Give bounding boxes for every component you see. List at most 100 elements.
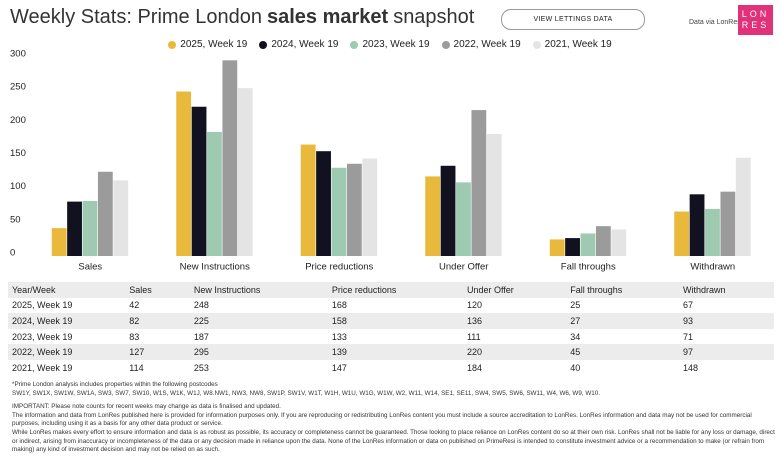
table-row: 2025, Week 19 42 248 168 120 25 67 — [8, 298, 774, 314]
title-tail: snapshot — [393, 6, 475, 28]
y-tick-label: 100 — [10, 181, 26, 192]
bar — [207, 131, 222, 256]
legend-label: 2025, Week 19 — [180, 39, 248, 50]
title: Weekly Stats: Prime London sales market sn… — [10, 6, 479, 29]
table-cell: 220 — [466, 347, 482, 358]
bar — [362, 158, 378, 256]
y-tick-label: 150 — [10, 148, 26, 159]
x-tick-label: Price reductions — [305, 262, 373, 273]
y-tick-label: 50 — [10, 214, 21, 225]
table-cell: 253 — [193, 362, 209, 373]
y-tick-label: 0 — [10, 248, 15, 259]
bar — [595, 226, 611, 256]
legend-label: 2024, Week 19 — [271, 39, 339, 50]
table-cell: 42 — [129, 300, 140, 311]
table-cell: 184 — [466, 362, 482, 373]
table-header: Price reductions — [331, 284, 397, 295]
x-tick-label: Withdrawn — [690, 262, 735, 273]
bar — [549, 239, 565, 256]
table-header: Fall throughs — [570, 284, 623, 295]
logo: LON RES — [738, 5, 773, 35]
y-tick-label: 250 — [10, 82, 26, 93]
bar — [237, 88, 253, 256]
lettings-button[interactable]: VIEW LETTINGS DATA — [501, 9, 645, 30]
table-cell: 111 — [466, 331, 481, 342]
bar — [705, 208, 720, 256]
table-cell: 67 — [682, 300, 693, 311]
bar — [222, 60, 238, 256]
note: *Prime London analysis includes properti… — [12, 381, 218, 388]
table-cell: 71 — [682, 331, 693, 342]
table-header: New Instructions — [193, 284, 261, 295]
y-tick-label: 300 — [10, 49, 26, 60]
bar — [471, 110, 487, 256]
note: IMPORTANT: Please note counts for recent… — [12, 403, 281, 411]
data-table: Year/Week Sales New Instructions Price redu… — [8, 282, 774, 376]
bar — [565, 238, 580, 256]
legend-item: 2022, Week 19 — [441, 39, 521, 50]
legend-swatch — [532, 40, 541, 49]
table-cell: 45 — [570, 347, 581, 358]
legend-item: 2024, Week 19 — [259, 39, 338, 50]
legend-item: 2021, Week 19 — [532, 39, 612, 50]
table-cell: 168 — [331, 300, 347, 311]
table-cell: 147 — [331, 362, 347, 373]
legend: 2025, Week 19 2024, Week 19 2023, Week 19 2… — [0, 39, 780, 50]
table-cell: 97 — [682, 347, 693, 358]
table-cell: 295 — [193, 347, 209, 358]
row-label: 2025, Week 19 — [12, 300, 73, 311]
table-cell: 40 — [570, 362, 581, 373]
x-tick-label: Fall throughs — [561, 262, 616, 273]
table-cell: 248 — [193, 300, 209, 311]
logo-line: RES — [741, 20, 770, 30]
table-cell: 120 — [466, 300, 482, 311]
table-cell: 136 — [466, 315, 482, 326]
table-header: Withdrawn — [682, 284, 726, 295]
table-cell: 34 — [570, 331, 581, 342]
table-header: Year/Week — [12, 284, 56, 295]
table-cell: 187 — [193, 331, 209, 342]
table-cell: 158 — [331, 315, 347, 326]
bar — [331, 167, 347, 256]
bar — [191, 106, 207, 256]
table-cell: 82 — [129, 315, 140, 326]
bar — [316, 151, 331, 256]
bar — [113, 180, 129, 256]
bar — [486, 133, 502, 256]
notes: *Prime London analysis includes properti… — [12, 381, 776, 455]
legend-item: 2023, Week 19 — [350, 39, 430, 50]
logo-line: LON — [741, 9, 770, 19]
legend-label: 2022, Week 19 — [453, 39, 521, 50]
bar — [674, 211, 690, 256]
legend-item: 2025, Week 19 — [168, 39, 247, 50]
y-tick-label: 200 — [10, 115, 26, 126]
table-row: 2023, Week 19 83 187 133 111 34 71 — [8, 329, 774, 345]
bar — [440, 165, 456, 256]
note: SW1Y, SW1X, SW1W, SW1A, SW3, SW7, SW10, … — [12, 389, 601, 397]
bar — [580, 233, 596, 256]
title-bold: sales market — [266, 6, 389, 28]
table-cell: 114 — [129, 362, 144, 373]
table-cell: 148 — [682, 362, 698, 373]
legend-swatch — [350, 40, 359, 49]
table-cell: 133 — [331, 331, 347, 342]
table-header: Under Offer — [466, 284, 514, 295]
table-cell: 93 — [682, 315, 693, 326]
bar — [735, 157, 751, 256]
legend-swatch — [259, 40, 268, 49]
bar — [300, 144, 316, 256]
table-header-row: Year/Week Sales New Instructions Price redu… — [8, 282, 774, 298]
table-cell: 139 — [331, 347, 347, 358]
table-cell: 127 — [129, 347, 145, 358]
legend-swatch — [441, 40, 450, 49]
legend-label: 2021, Week 19 — [544, 39, 612, 50]
table-row: 2024, Week 19 82 225 158 136 27 93 — [8, 313, 774, 329]
bar — [97, 171, 113, 256]
source: Data via LonRes — [689, 19, 741, 26]
legend-swatch — [168, 40, 177, 49]
table-cell: 225 — [193, 315, 209, 326]
bar — [346, 163, 362, 256]
table-row: 2022, Week 19 127 295 139 220 45 97 — [8, 344, 774, 360]
bar — [720, 191, 736, 256]
